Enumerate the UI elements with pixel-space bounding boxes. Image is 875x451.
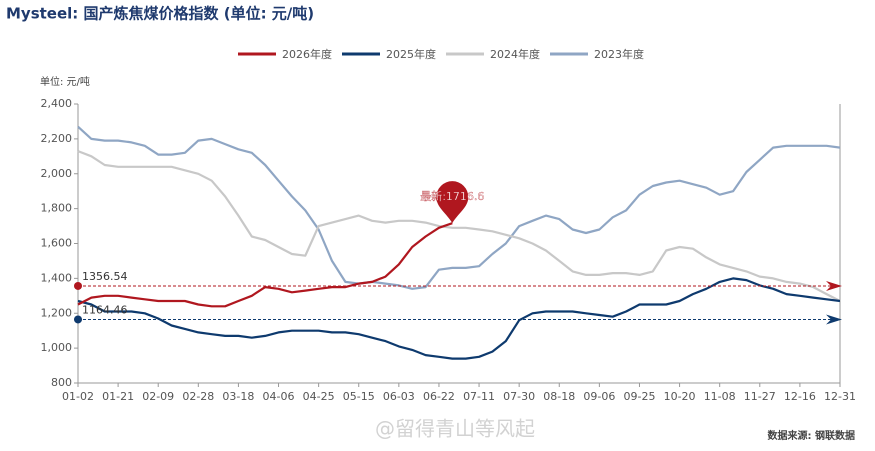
y-tick-label: 2,200 — [41, 132, 73, 145]
legend-label: 2025年度 — [386, 47, 436, 61]
series-line — [77, 277, 841, 360]
x-tick-label: 02-09 — [142, 390, 174, 403]
y-tick-label: 1,400 — [41, 271, 73, 284]
series-line — [77, 222, 453, 308]
legend-label: 2023年度 — [594, 47, 644, 61]
y-tick-label: 2,000 — [41, 167, 73, 180]
reference-arrow — [826, 280, 842, 291]
x-tick-label: 11-08 — [704, 390, 736, 403]
series-line — [77, 125, 841, 290]
legend-label: 2026年度 — [282, 47, 332, 61]
x-tick-label: 04-06 — [263, 390, 295, 403]
x-tick-label: 07-11 — [463, 390, 495, 403]
y-tick-label: 1,600 — [41, 237, 73, 250]
y-tick-label: 1,000 — [41, 341, 73, 354]
latest-pin — [436, 181, 469, 224]
latest-label: 最新:1716.6 — [420, 189, 484, 203]
series-line — [77, 150, 841, 302]
x-tick-label: 12-31 — [824, 390, 856, 403]
x-tick-label: 08-18 — [543, 390, 575, 403]
legend-label: 2024年度 — [490, 47, 540, 61]
x-tick-label: 06-03 — [383, 390, 415, 403]
x-tick-label: 11-27 — [744, 390, 776, 403]
y-tick-label: 800 — [51, 376, 72, 389]
x-tick-label: 12-16 — [784, 390, 816, 403]
x-tick-label: 03-18 — [222, 390, 254, 403]
reference-arrow — [826, 314, 842, 325]
y-tick-label: 2,400 — [41, 97, 73, 110]
source: 数据来源: 钢联数据 — [768, 429, 855, 442]
x-tick-label: 09-06 — [583, 390, 615, 403]
x-tick-label: 04-25 — [303, 390, 335, 403]
x-tick-label: 09-25 — [623, 390, 655, 403]
unit-label: 单位: 元/吨 — [40, 75, 90, 88]
x-tick-label: 05-15 — [343, 390, 375, 403]
x-tick-label: 07-30 — [503, 390, 535, 403]
x-tick-label: 02-28 — [182, 390, 214, 403]
y-tick-label: 1,200 — [41, 306, 73, 319]
x-tick-label: 01-02 — [62, 390, 94, 403]
reference-start — [74, 281, 82, 290]
reference-label: 1356.54 — [82, 270, 128, 283]
x-tick-label: 06-22 — [423, 390, 455, 403]
y-tick-label: 1,800 — [41, 202, 73, 215]
reference-start — [74, 315, 82, 324]
watermark: @留得青山等风起 — [375, 417, 535, 441]
chart-title: Mysteel: 国产炼焦煤价格指数 (单位: 元/吨) — [6, 5, 314, 23]
x-tick-label: 01-21 — [102, 390, 134, 403]
x-tick-label: 10-20 — [664, 390, 696, 403]
reference-label: 1164.46 — [82, 303, 128, 316]
